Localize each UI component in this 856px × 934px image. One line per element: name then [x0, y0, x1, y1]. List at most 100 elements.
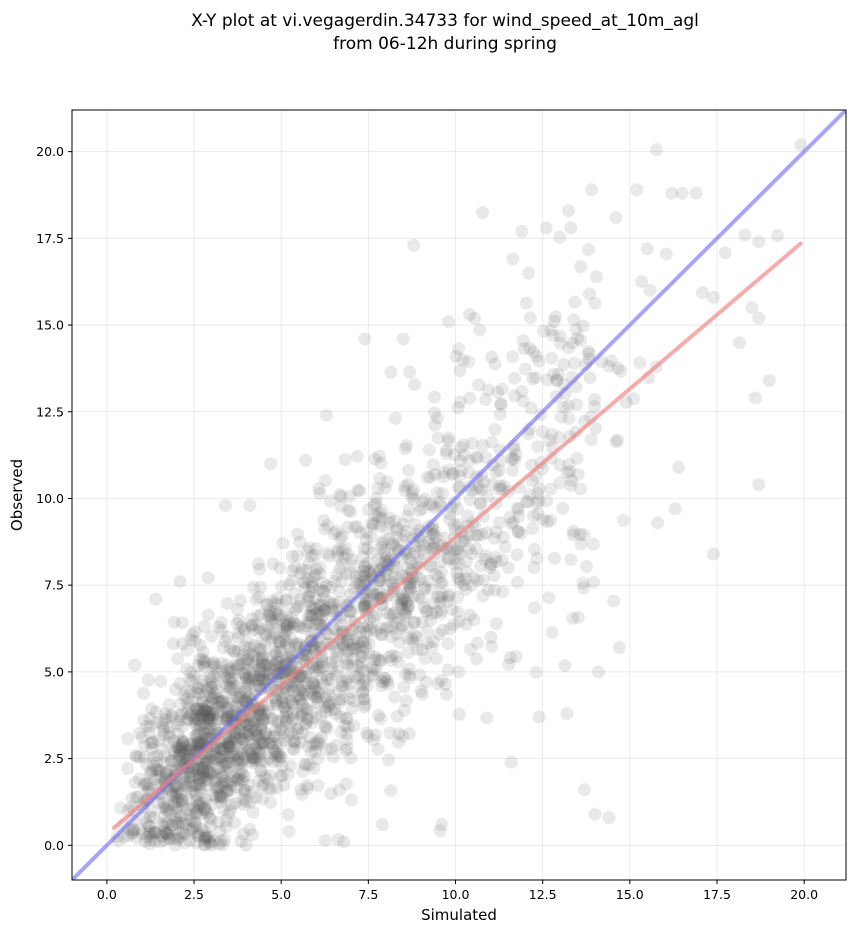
data-point [234, 594, 247, 607]
grid-lines [72, 110, 846, 880]
data-point [311, 684, 325, 698]
data-point [462, 529, 476, 543]
data-point [374, 627, 388, 641]
data-point [478, 552, 491, 566]
data-point [172, 743, 186, 757]
data-point [253, 580, 267, 594]
data-point [241, 678, 255, 692]
data-point [173, 709, 187, 723]
data-point [340, 644, 354, 658]
data-point [272, 747, 286, 761]
data-point [303, 616, 317, 629]
data-point [336, 556, 349, 570]
data-point [356, 550, 370, 564]
data-point [307, 678, 321, 692]
data-point [175, 738, 189, 752]
data-point [316, 584, 330, 598]
data-point [196, 689, 210, 703]
data-point [165, 710, 179, 724]
data-point [165, 708, 179, 722]
data-point [143, 829, 157, 843]
data-point [528, 601, 541, 615]
data-point [179, 775, 193, 789]
data-point [220, 663, 234, 677]
x-tick-label: 0.0 [97, 887, 117, 902]
data-point [566, 524, 580, 538]
data-point [176, 736, 190, 750]
data-point [394, 598, 408, 612]
data-point [253, 669, 267, 683]
data-point [413, 572, 427, 586]
data-point [577, 581, 591, 595]
data-point [197, 655, 211, 669]
data-point [247, 657, 261, 671]
data-point [554, 410, 568, 424]
data-point [365, 661, 379, 675]
data-point [310, 657, 324, 670]
data-point [386, 648, 399, 662]
data-point [192, 703, 206, 716]
data-point [374, 653, 388, 667]
data-point [240, 671, 254, 685]
data-point [161, 828, 175, 842]
data-point [204, 749, 218, 763]
data-point [489, 465, 503, 479]
data-point [203, 836, 217, 850]
data-point [332, 693, 346, 707]
data-point [427, 528, 441, 541]
data-point [158, 766, 172, 780]
data-point [180, 744, 194, 758]
data-point [503, 511, 517, 524]
data-point [239, 685, 253, 699]
data-point [256, 650, 270, 664]
data-point [515, 224, 529, 238]
data-point [400, 602, 414, 616]
data-point [236, 648, 250, 662]
data-point [531, 486, 545, 500]
data-point [402, 463, 416, 477]
data-point [294, 735, 308, 749]
data-point [254, 723, 268, 737]
data-point [407, 615, 421, 629]
data-point [340, 658, 354, 672]
data-point [476, 206, 490, 220]
data-point [256, 713, 270, 727]
data-point [434, 577, 448, 590]
data-point [238, 668, 252, 682]
data-point [223, 749, 237, 763]
data-point [612, 641, 626, 655]
data-point [196, 770, 210, 784]
data-point [431, 590, 445, 604]
data-point [506, 464, 520, 477]
data-point [272, 714, 286, 728]
data-point [384, 552, 398, 566]
data-point [484, 557, 498, 571]
data-point [470, 482, 484, 496]
data-point [259, 657, 273, 671]
data-point [176, 707, 190, 721]
data-point [224, 765, 238, 779]
data-point [403, 671, 417, 684]
data-point [207, 657, 221, 671]
data-point [442, 553, 456, 567]
data-point [171, 741, 185, 755]
data-point [544, 513, 558, 527]
data-point [317, 677, 331, 691]
data-point [291, 726, 304, 740]
data-point [267, 645, 281, 659]
data-point [233, 685, 247, 699]
data-point [258, 754, 272, 768]
data-point [164, 763, 178, 777]
data-point [570, 398, 584, 411]
data-point [195, 762, 209, 776]
data-point [192, 682, 206, 696]
data-point [156, 801, 170, 815]
data-point [189, 777, 203, 791]
data-point [200, 721, 214, 735]
data-point [318, 720, 332, 734]
data-point [431, 570, 445, 584]
data-point [245, 612, 259, 626]
data-point [547, 314, 561, 328]
data-point [366, 669, 379, 683]
data-point [332, 696, 346, 710]
